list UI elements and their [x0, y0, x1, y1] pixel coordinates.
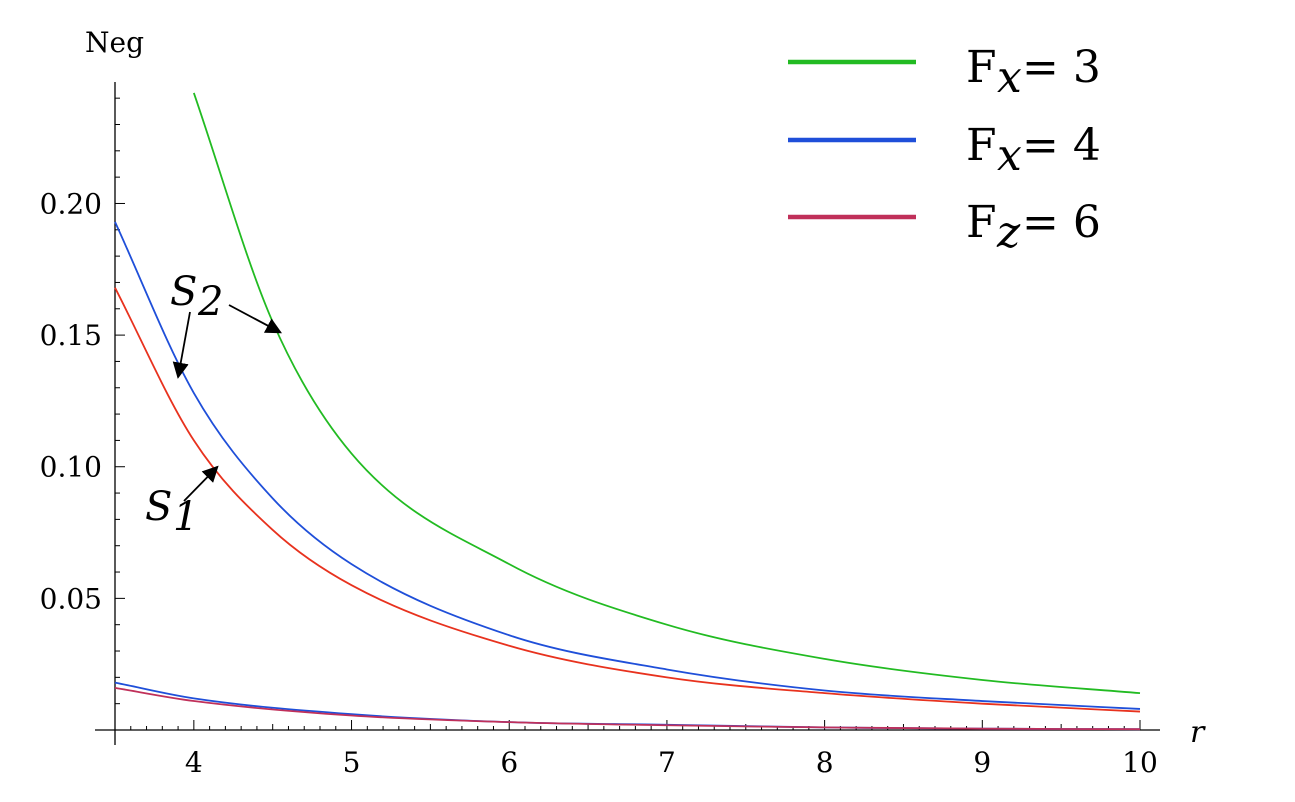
- x-axis-title: r: [1190, 715, 1206, 750]
- annotation-arrow: [183, 465, 219, 502]
- legend-label-value: = 3: [1022, 42, 1101, 93]
- legend-label-value: = 6: [1022, 197, 1101, 248]
- x-tick-label: 8: [816, 746, 834, 779]
- legend-label-main: F: [966, 42, 997, 93]
- legend-label-main: F: [966, 197, 997, 248]
- series-line-fx4_low: [114, 681, 1141, 731]
- y-tick-label: 0.15: [40, 319, 102, 352]
- annotation-subscript: 2: [197, 279, 223, 325]
- legend-label-sub: x: [997, 130, 1022, 181]
- y-tick-label: 0.20: [40, 187, 102, 220]
- legend-label-sub: z: [996, 207, 1021, 258]
- annotation-label-S1: S: [145, 484, 172, 530]
- legend-label-main: F: [966, 120, 997, 171]
- legend-label-sub: x: [997, 52, 1022, 103]
- annotation-label-S2: S: [170, 269, 197, 315]
- y-tick-label: 0.05: [40, 582, 102, 615]
- x-tick-label: 5: [343, 746, 361, 779]
- x-tick-label: 9: [973, 746, 991, 779]
- series-layer: [114, 92, 1141, 731]
- axes: 4 5 6 7 8 9 10 0.05 0.10 0.15 0.20 Neg r: [40, 26, 1206, 779]
- legend-label-value: = 4: [1022, 120, 1101, 171]
- x-tick-label: 7: [658, 746, 676, 779]
- y-axis-title: Neg: [85, 26, 144, 59]
- x-tick-label: 4: [185, 746, 203, 779]
- annotation-layer: S 2S 1: [145, 269, 283, 540]
- series-line-fz6_S1: [114, 287, 1141, 713]
- x-tick-label: 6: [500, 746, 518, 779]
- x-tick-label: 10: [1122, 746, 1158, 779]
- annotation-arrow: [172, 311, 191, 379]
- series-line-fz6_low: [114, 686, 1141, 731]
- series-line-fx4_S2: [114, 221, 1141, 710]
- series-line-fx3: [192, 92, 1141, 695]
- y-tick-label: 0.10: [40, 451, 102, 484]
- annotation-arrow: [228, 304, 283, 334]
- annotation-subscript: 1: [173, 494, 198, 540]
